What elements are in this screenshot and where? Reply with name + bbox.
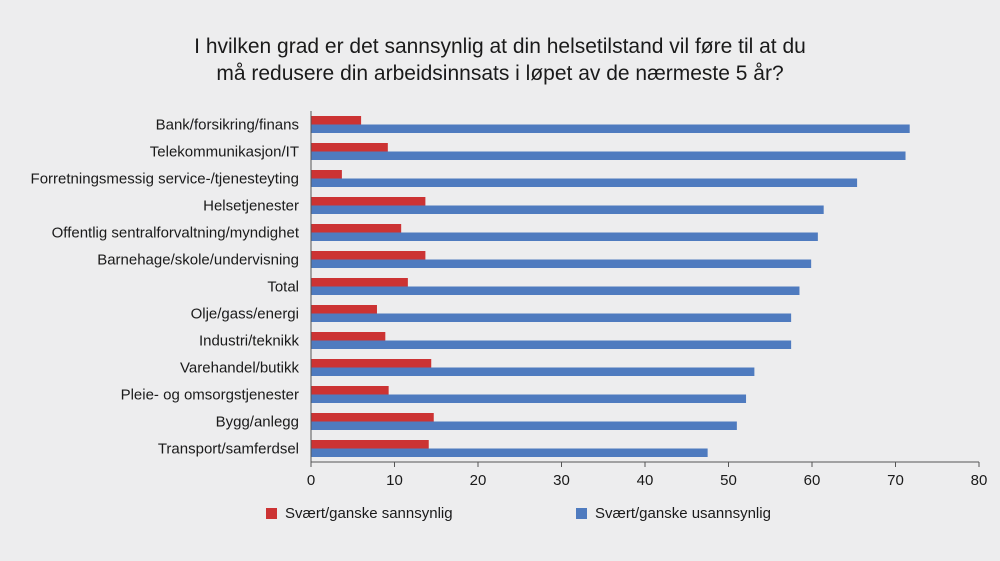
- bar-unlikely-7: [311, 313, 792, 322]
- legend-label-likely: Svært/ganske sannsynlig: [285, 505, 453, 522]
- category-label: Offentlig sentralforvaltning/myndighet: [52, 225, 300, 242]
- bar-unlikely-11: [311, 421, 737, 430]
- bar-unlikely-8: [311, 340, 792, 349]
- x-tick-label: 50: [720, 472, 737, 489]
- bar-likely-8: [311, 332, 386, 341]
- legend-swatch-likely: [266, 508, 277, 519]
- x-tick-label: 10: [386, 472, 403, 489]
- x-tick-label: 80: [971, 472, 988, 489]
- bar-likely-7: [311, 305, 377, 314]
- legend-item-likely: Svært/ganske sannsynlig: [266, 505, 453, 522]
- legend-item-unlikely: Svært/ganske usannsynlig: [576, 505, 771, 522]
- legend-swatch-unlikely: [576, 508, 587, 519]
- chart-title-line-1: I hvilken grad er det sannsynlig at din …: [194, 35, 806, 58]
- bar-unlikely-9: [311, 367, 755, 376]
- bar-unlikely-4: [311, 232, 818, 241]
- bar-likely-12: [311, 440, 429, 449]
- x-tick-label: 40: [637, 472, 654, 489]
- bar-likely-5: [311, 251, 426, 260]
- category-label: Total: [267, 279, 299, 296]
- category-label: Barnehage/skole/undervisning: [97, 252, 299, 269]
- bar-unlikely-6: [311, 286, 800, 295]
- category-label: Telekommunikasjon/IT: [150, 144, 299, 161]
- bar-likely-11: [311, 413, 434, 422]
- bar-likely-3: [311, 197, 426, 206]
- legend-label-unlikely: Svært/ganske usannsynlig: [595, 505, 771, 522]
- x-tick-label: 0: [307, 472, 315, 489]
- bar-likely-10: [311, 386, 389, 395]
- bar-likely-2: [311, 170, 342, 179]
- category-label: Varehandel/butikk: [180, 360, 299, 377]
- bar-likely-6: [311, 278, 408, 287]
- chart-title-line-2: må redusere din arbeidsinnsats i løpet a…: [216, 62, 784, 85]
- bar-unlikely-10: [311, 394, 747, 403]
- category-label: Olje/gass/energi: [191, 306, 299, 323]
- bar-unlikely-2: [311, 178, 858, 187]
- category-label: Industri/teknikk: [199, 333, 300, 350]
- bar-unlikely-3: [311, 205, 824, 214]
- bar-unlikely-12: [311, 448, 708, 457]
- x-tick-label: 70: [887, 472, 904, 489]
- category-label: Helsetjenester: [203, 198, 299, 215]
- bar-likely-9: [311, 359, 432, 368]
- bar-likely-1: [311, 143, 388, 152]
- x-tick-label: 20: [470, 472, 487, 489]
- category-label: Bygg/anlegg: [216, 414, 299, 431]
- x-tick-label: 30: [553, 472, 570, 489]
- category-label: Transport/samferdsel: [158, 441, 299, 458]
- bar-unlikely-1: [311, 151, 906, 160]
- bar-unlikely-5: [311, 259, 812, 268]
- x-tick-label: 60: [804, 472, 821, 489]
- category-label: Pleie- og omsorgstjenester: [121, 387, 299, 404]
- category-label: Forretningsmessig service-/tjenesteyting: [31, 171, 299, 188]
- bar-likely-4: [311, 224, 402, 233]
- bar-unlikely-0: [311, 124, 910, 133]
- bar-likely-0: [311, 116, 362, 125]
- category-label: Bank/forsikring/finans: [156, 117, 299, 134]
